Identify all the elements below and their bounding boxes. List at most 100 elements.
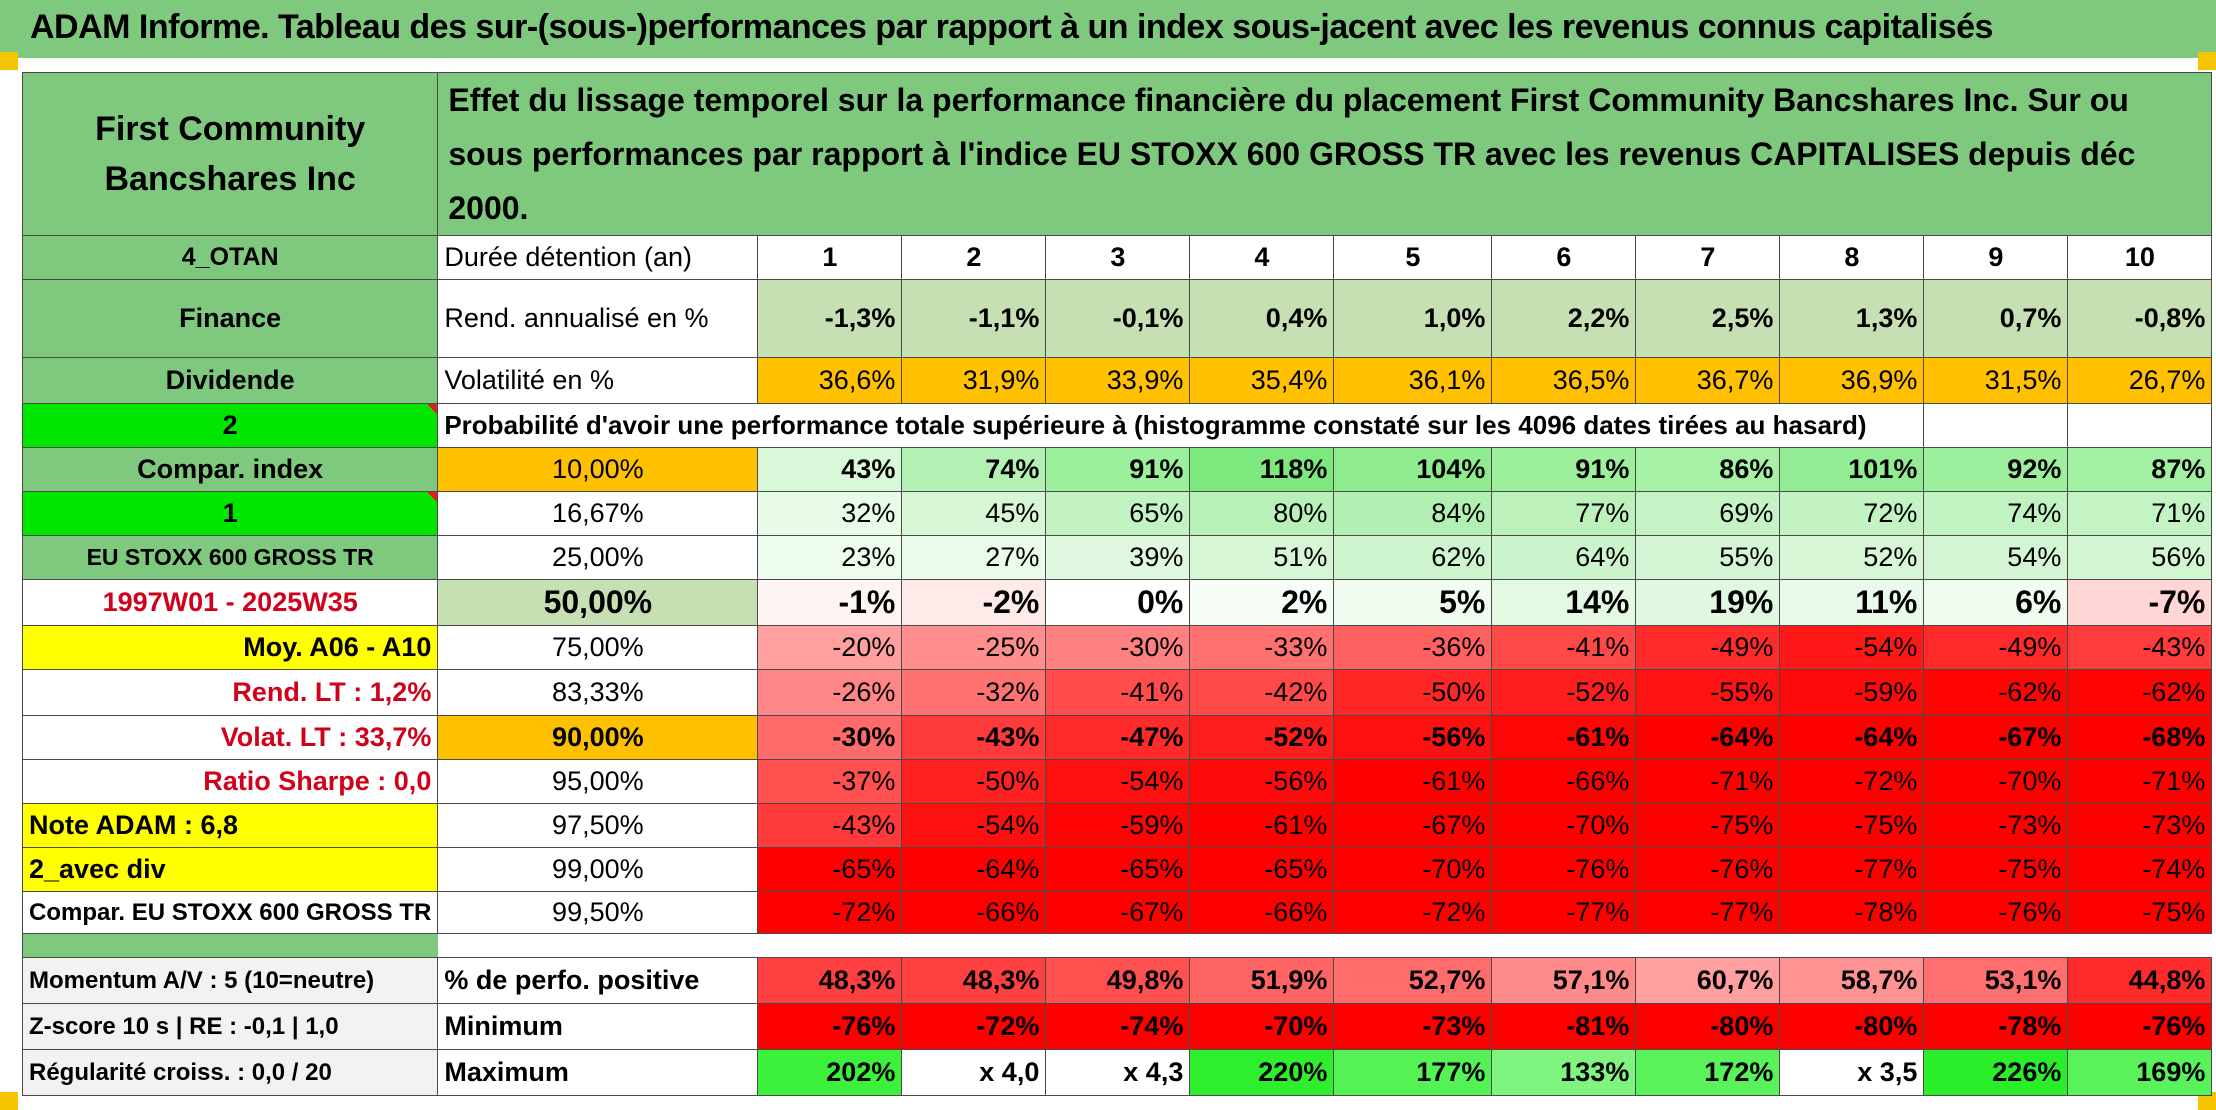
bottom-cell: -76%: [757, 1003, 903, 1050]
bottom-cell: -70%: [1189, 1003, 1335, 1050]
percentile-cell: -25%: [901, 625, 1047, 670]
percentile-label: 50,00%: [437, 579, 759, 626]
percentile-cell: -54%: [901, 803, 1047, 848]
percentile-cell: 23%: [757, 535, 903, 580]
volat-label: Volatilité en %: [437, 357, 759, 404]
year-header-2: 2: [901, 235, 1047, 280]
title-bar: ADAM Informe. Tableau des sur-(sous-)per…: [0, 0, 2216, 58]
percentile-row: 2_avec div 99,00% -65% -64% -65% -65% -70% -76%…: [21, 847, 2213, 892]
percentile-cell: -61%: [1333, 759, 1493, 804]
rend-cell: 2,2%: [1491, 279, 1637, 358]
avec-div-label: 2_avec div: [21, 847, 439, 892]
percentile-cell: -64%: [1779, 715, 1925, 760]
percentile-cell: -59%: [1045, 803, 1191, 848]
percentile-cell: -72%: [757, 891, 903, 934]
percentile-cell: -49%: [1635, 625, 1781, 670]
percentile-cell: -43%: [901, 715, 1047, 760]
percentile-cell: 55%: [1635, 535, 1781, 580]
sector-label: Finance: [21, 279, 439, 358]
percentile-cell: -72%: [1333, 891, 1493, 934]
year-header-5: 5: [1333, 235, 1493, 280]
bottom-cell: -72%: [901, 1003, 1047, 1050]
percentile-cell: -52%: [1491, 669, 1637, 716]
percentile-cell: -56%: [1333, 715, 1493, 760]
percentile-cell: 104%: [1333, 447, 1493, 492]
year-header-3: 3: [1045, 235, 1191, 280]
percentile-row: 1997W01 - 2025W35 50,00% -1% -2% 0% 2% 5% 14% 19…: [21, 579, 2213, 626]
percentile-label: 10,00%: [437, 447, 759, 492]
bottom-left-label: Régularité croiss. : 0,0 / 20: [21, 1049, 439, 1096]
percentile-cell: -41%: [1045, 669, 1191, 716]
percentile-cell: 45%: [901, 491, 1047, 536]
percentile-row: Compar. EU STOXX 600 GROSS TR 99,50% -72% -…: [21, 891, 2213, 934]
percentile-label: 99,50%: [437, 891, 759, 934]
note-adam-label: Note ADAM : 6,8: [21, 803, 439, 848]
percentile-cell: 0%: [1045, 579, 1191, 626]
percentile-cell: 91%: [1491, 447, 1637, 492]
bottom-cell: x 4,0: [901, 1049, 1047, 1096]
table-description: Effet du lissage temporel sur la perform…: [437, 72, 2213, 236]
volat-lt-label: Volat. LT : 33,7%: [21, 715, 439, 760]
percentile-cell: -68%: [2067, 715, 2213, 760]
year-header-9: 9: [1923, 235, 2069, 280]
percentile-cell: 84%: [1333, 491, 1493, 536]
percentile-cell: -55%: [1635, 669, 1781, 716]
percentile-cell: -62%: [2067, 669, 2213, 716]
volat-cell: 36,1%: [1333, 357, 1493, 404]
rend-cell: -0,8%: [2067, 279, 2213, 358]
header-row: First Community Bancshares Inc Effet du …: [21, 72, 2213, 236]
bottom-cell: 57,1%: [1491, 957, 1637, 1004]
rend-row: Finance Rend. annualisé en % -1,3% -1,1% -…: [21, 279, 2213, 358]
percentile-cell: -33%: [1189, 625, 1335, 670]
percentile-label: 25,00%: [437, 535, 759, 580]
volat-cell: 35,4%: [1189, 357, 1335, 404]
bottom-cell: -76%: [2067, 1003, 2213, 1050]
percentile-cell: 62%: [1333, 535, 1493, 580]
percentile-cell: -54%: [1045, 759, 1191, 804]
bottom-row-label: Minimum: [437, 1003, 759, 1050]
volat-cell: 33,9%: [1045, 357, 1191, 404]
duree-label: Durée détention (an): [437, 235, 759, 280]
volat-row: Dividende Volatilité en % 36,6% 31,9% 33,9…: [21, 357, 2213, 404]
year-header-1: 1: [757, 235, 903, 280]
percentile-cell: 27%: [901, 535, 1047, 580]
bottom-cell: 133%: [1491, 1049, 1637, 1096]
bottom-cell: 53,1%: [1923, 957, 2069, 1004]
bottom-cell: -81%: [1491, 1003, 1637, 1050]
percentile-cell: 86%: [1635, 447, 1781, 492]
volat-cell: 31,9%: [901, 357, 1047, 404]
bottom-cell: 202%: [757, 1049, 903, 1096]
year-header-8: 8: [1779, 235, 1925, 280]
bottom-cell: 169%: [2067, 1049, 2213, 1096]
percentile-row: Volat. LT : 33,7% 90,00% -30% -43% -47% -52% -…: [21, 715, 2213, 760]
percentile-cell: -64%: [1635, 715, 1781, 760]
percentile-cell: -26%: [757, 669, 903, 716]
percentile-cell: 43%: [757, 447, 903, 492]
spacer-green: [21, 933, 438, 958]
rend-cell: 0,4%: [1189, 279, 1335, 358]
percentile-cell: -73%: [1923, 803, 2069, 848]
sharpe-label: Ratio Sharpe : 0,0: [21, 759, 439, 804]
percentile-cell: 32%: [757, 491, 903, 536]
percentile-cell: 6%: [1923, 579, 2069, 626]
bottom-cell: 172%: [1635, 1049, 1781, 1096]
percentile-cell: -70%: [1333, 847, 1493, 892]
year-header-6: 6: [1491, 235, 1637, 280]
percentile-cell: -37%: [757, 759, 903, 804]
percentile-cell: -76%: [1923, 891, 2069, 934]
percentile-cell: -61%: [1189, 803, 1335, 848]
percentile-cell: -1%: [757, 579, 903, 626]
percentile-cell: -65%: [1045, 847, 1191, 892]
empty-cell: [2067, 403, 2213, 448]
percentile-cell: -32%: [901, 669, 1047, 716]
percentile-label: 95,00%: [437, 759, 759, 804]
percentile-cell: -62%: [1923, 669, 2069, 716]
bottom-row-label: Maximum: [437, 1049, 759, 1096]
corner-marker-bottom-left: [0, 1092, 18, 1110]
percentile-cell: -20%: [757, 625, 903, 670]
corner-marker-bottom-right: [2198, 1092, 2216, 1110]
percentile-cell: -72%: [1779, 759, 1925, 804]
percentile-cell: 65%: [1045, 491, 1191, 536]
value-one: 1: [21, 491, 439, 536]
percentile-cell: -49%: [1923, 625, 2069, 670]
